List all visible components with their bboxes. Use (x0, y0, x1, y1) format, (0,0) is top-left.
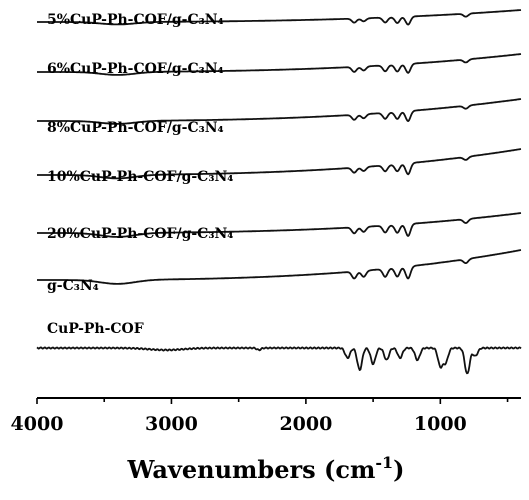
x-axis-label-main: Wavenumbers (cm (127, 455, 376, 484)
series-labels: 5%CuP-Ph-COF/g-C₃N₄ 6%CuP-Ph-COF/g-C₃N₄ 8%… (47, 12, 233, 337)
x-tick-label-1000: 1000 (414, 413, 467, 435)
series-label-s20: 20%CuP-Ph-COF/g-C₃N₄ (47, 226, 233, 242)
series-label-s8: 8%CuP-Ph-COF/g-C₃N₄ (47, 120, 224, 136)
series-line-s10 (36, 148, 522, 180)
series-line-gcn (36, 249, 522, 285)
series-line-s6 (36, 53, 522, 76)
series-line-cof (36, 346, 522, 375)
series-line-s5 (36, 9, 522, 26)
series-label-cof: CuP-Ph-COF (47, 321, 144, 337)
series-label-s6: 6%CuP-Ph-COF/g-C₃N₄ (47, 61, 224, 77)
x-axis-label-sup: -1 (375, 453, 393, 472)
series-group (36, 9, 522, 375)
x-tick-label-4000: 4000 (11, 413, 64, 435)
series-line-s20 (36, 212, 522, 238)
series-label-s5: 5%CuP-Ph-COF/g-C₃N₄ (47, 12, 224, 28)
x-axis-ticks: 4000 3000 2000 1000 (11, 398, 509, 435)
series-line-s8 (36, 98, 522, 125)
series-label-gcn: g-C₃N₄ (47, 278, 99, 294)
x-tick-label-3000: 3000 (145, 413, 198, 435)
x-axis-label: Wavenumbers (cm-1) (127, 453, 405, 484)
x-tick-label-2000: 2000 (279, 413, 332, 435)
x-axis-label-end: ) (393, 455, 404, 484)
series-label-s10: 10%CuP-Ph-COF/g-C₃N₄ (47, 169, 233, 185)
